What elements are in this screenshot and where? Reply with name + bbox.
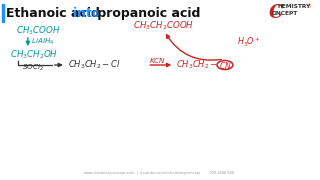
- Text: $\it{CH_3CH_2OH}$: $\it{CH_3CH_2OH}$: [10, 49, 58, 61]
- Text: ®: ®: [307, 4, 311, 9]
- Text: $\it{SOCl_2}$: $\it{SOCl_2}$: [22, 63, 44, 73]
- Text: C: C: [269, 4, 283, 22]
- Text: $\it{CH_3CH_2-}$: $\it{CH_3CH_2-}$: [176, 59, 218, 71]
- Text: $\it{CH_3COOH}$: $\it{CH_3COOH}$: [16, 25, 60, 37]
- Text: $\it{LiAlH_4}$: $\it{LiAlH_4}$: [31, 37, 54, 47]
- Text: $\it{CN}$: $\it{CN}$: [219, 60, 231, 71]
- Text: $\it{CH_3CH_2COOH}$: $\it{CH_3CH_2COOH}$: [133, 20, 195, 32]
- Text: $\it{KCN}$: $\it{KCN}$: [149, 56, 166, 65]
- Text: www.chemistryconcept.com  |  youtube.com/c/chemistryconcept        028 2606 568: www.chemistryconcept.com | youtube.com/c…: [84, 171, 234, 175]
- Text: ONCEPT: ONCEPT: [272, 11, 298, 16]
- Text: $\it{H_3O^+}$: $\it{H_3O^+}$: [237, 35, 261, 49]
- Text: into: into: [73, 6, 100, 19]
- Text: HEMISTRY: HEMISTRY: [278, 4, 311, 9]
- Text: Ethanoic acid: Ethanoic acid: [6, 6, 104, 19]
- Text: propanoic acid: propanoic acid: [92, 6, 200, 19]
- Bar: [2, 4, 4, 22]
- Text: $\it{CH_3CH_2-Cl}$: $\it{CH_3CH_2-Cl}$: [68, 59, 120, 71]
